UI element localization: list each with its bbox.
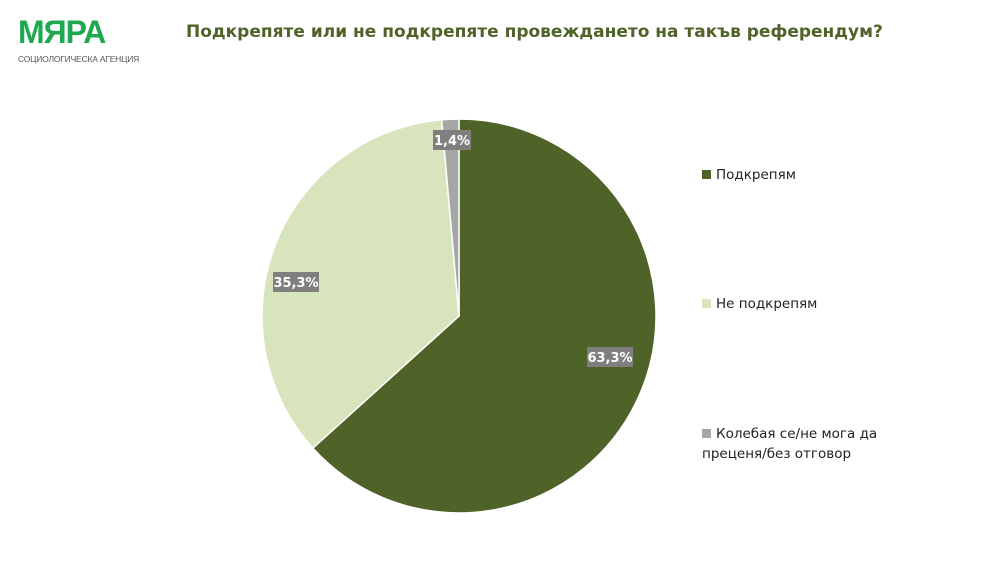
logo-name: МЯРА (18, 14, 106, 50)
legend-item-0: Подкрепям (702, 165, 796, 185)
legend-item-1: Не подкрепям (702, 294, 817, 314)
data-label-2: 1,4% (433, 130, 471, 150)
svg-text:35,3%: 35,3% (273, 276, 318, 291)
legend-label: Подкрепям (716, 167, 796, 183)
logo-tagline: СОЦИОЛОГИЧЕСКА АГЕНЦИЯ (18, 54, 140, 64)
data-label-1: 35,3% (273, 272, 319, 292)
pie-slice-0 (311, 118, 657, 514)
svg-text:1,4%: 1,4% (434, 134, 470, 149)
svg-text:63,3%: 63,3% (587, 351, 632, 366)
legend-swatch (702, 429, 711, 438)
legend-item-2: Колебая се/не мога да преценя/без отгово… (702, 424, 892, 464)
logo: МЯРА СОЦИОЛОГИЧЕСКА АГЕНЦИЯ (18, 12, 139, 65)
chart-title: Подкрепяте или не подкрепяте провежданет… (186, 22, 883, 42)
legend-label: Не подкрепям (716, 296, 818, 312)
pie-slice-2 (440, 118, 460, 317)
legend-swatch (702, 299, 711, 308)
legend-label: Колебая се/не мога да преценя/без отгово… (702, 426, 878, 462)
data-label-0: 63,3% (587, 347, 633, 367)
pie-slice-1 (261, 118, 460, 450)
legend-swatch (702, 170, 711, 179)
